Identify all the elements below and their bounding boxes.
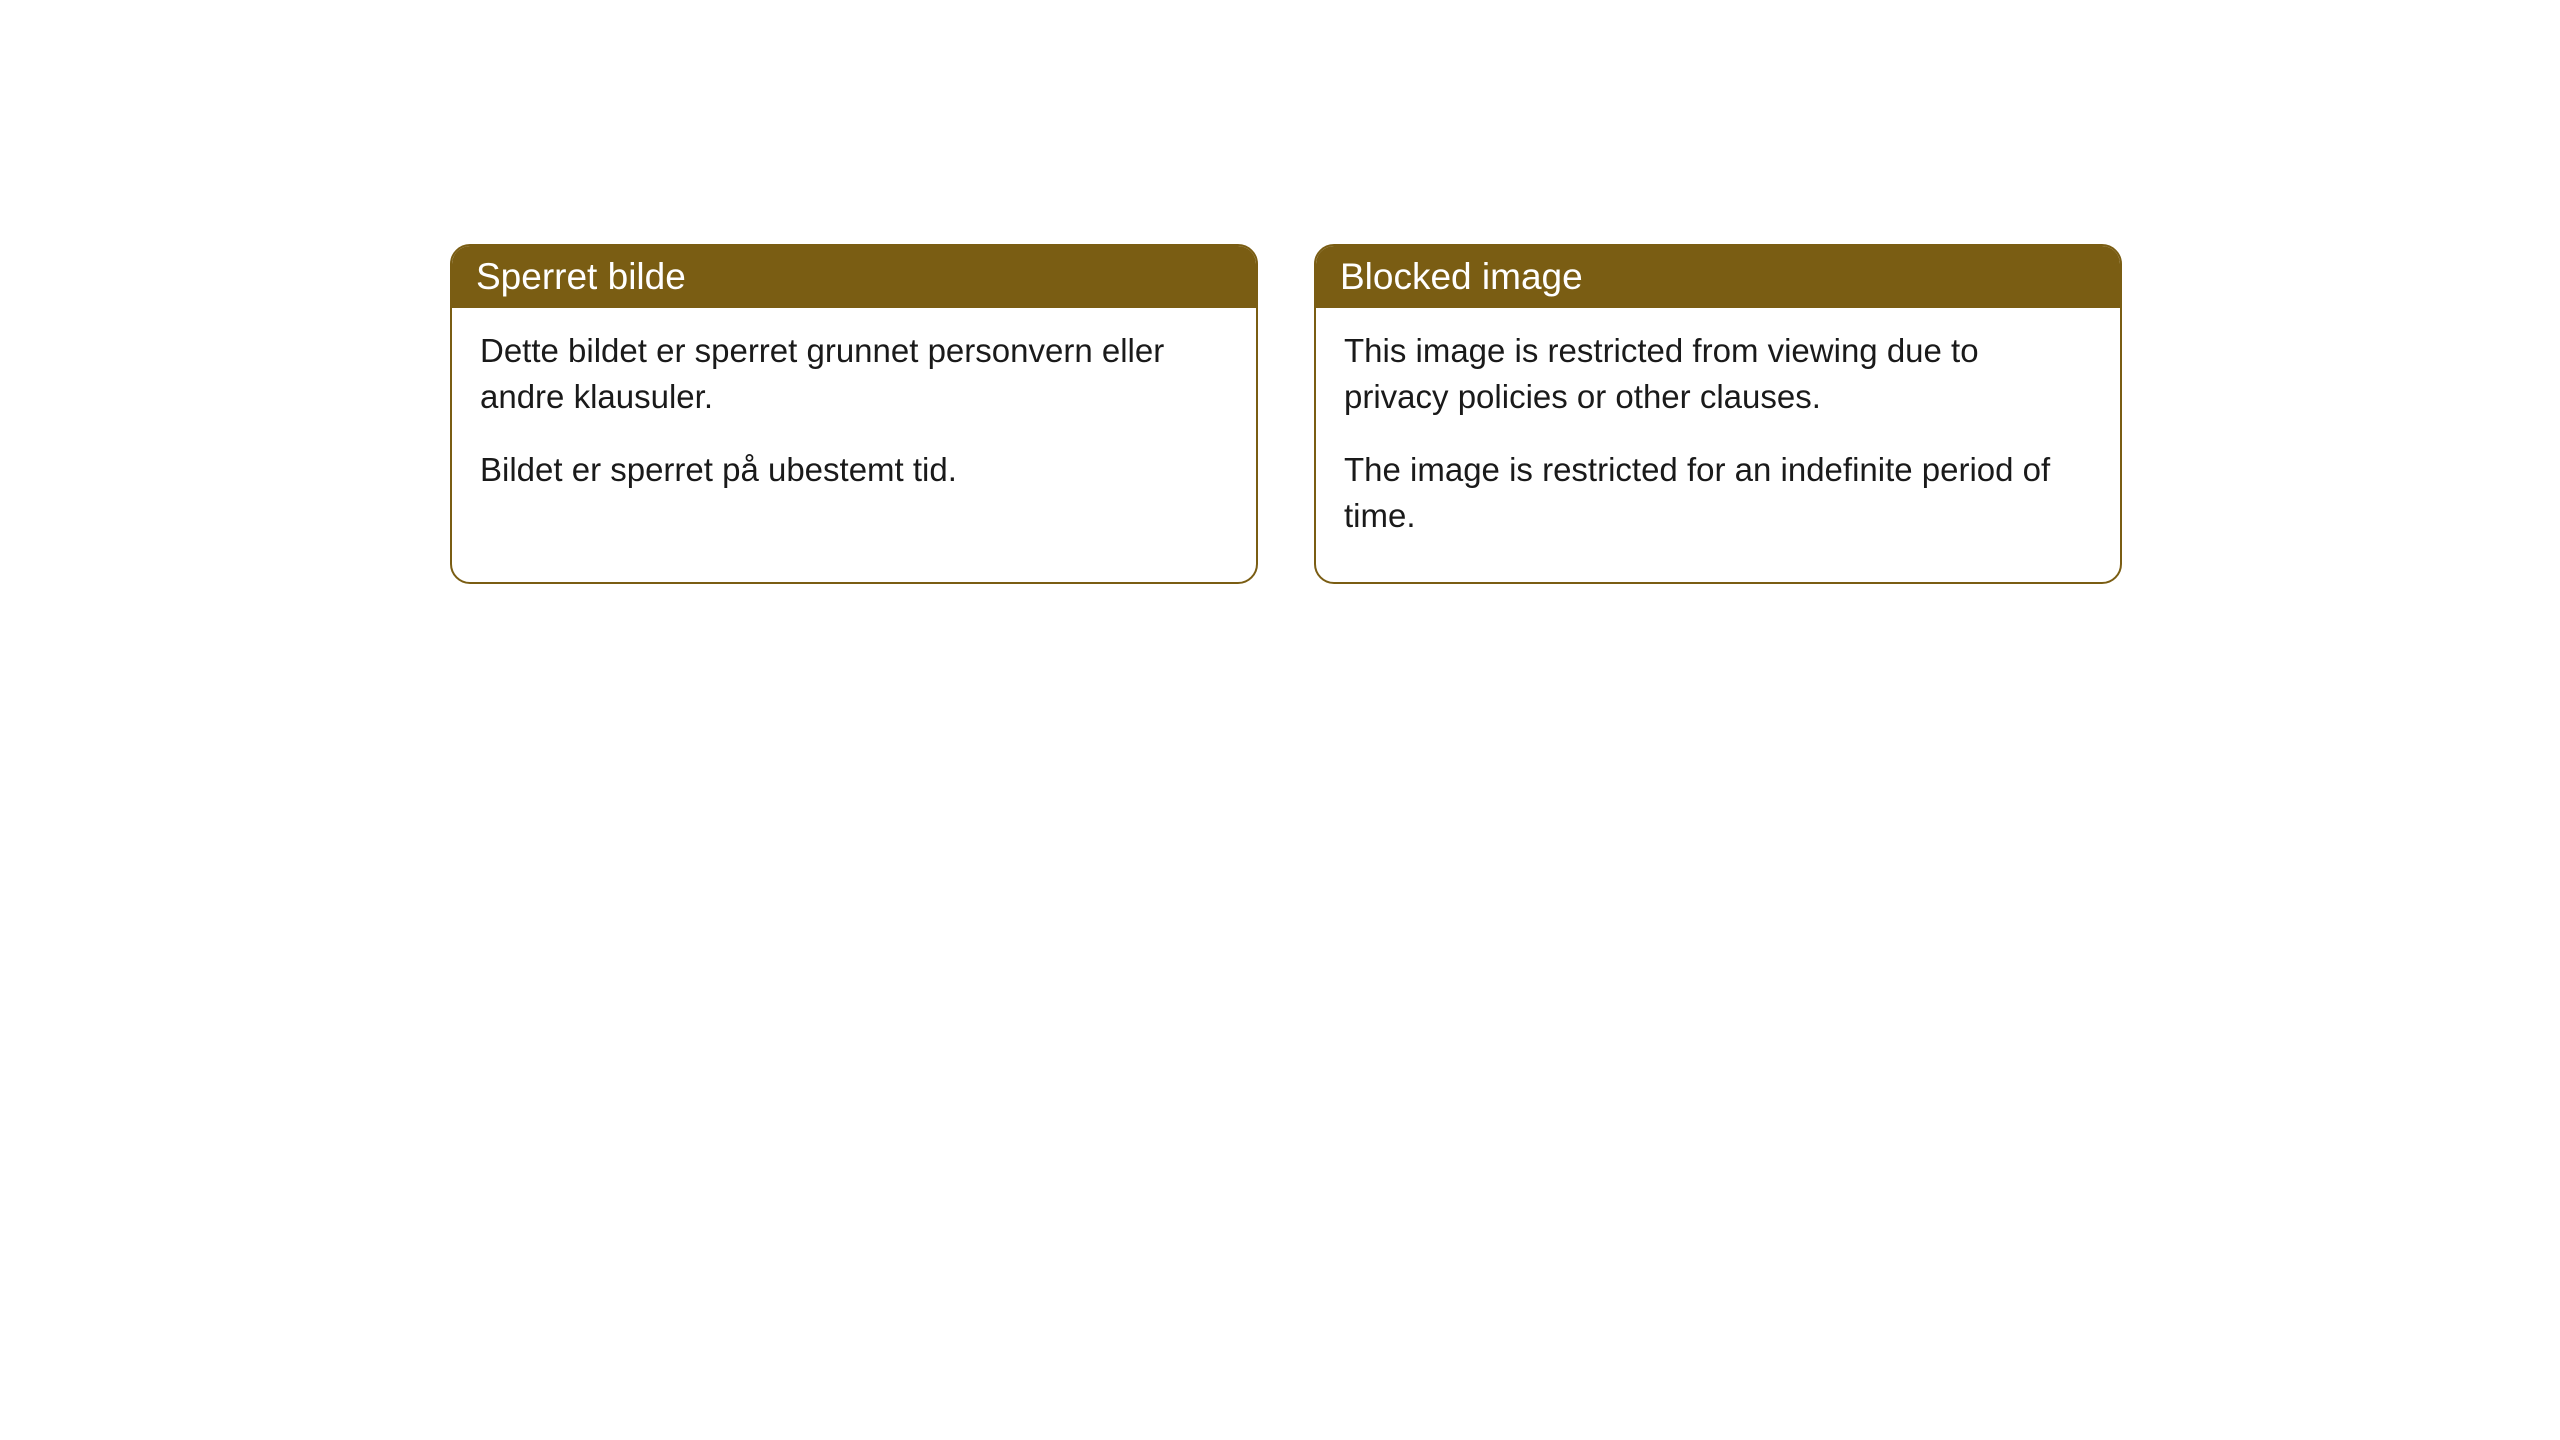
card-header-norwegian: Sperret bilde [452, 246, 1256, 308]
card-title: Sperret bilde [476, 256, 686, 297]
card-paragraph: This image is restricted from viewing du… [1344, 328, 2092, 419]
card-paragraph: The image is restricted for an indefinit… [1344, 447, 2092, 538]
notice-card-english: Blocked image This image is restricted f… [1314, 244, 2122, 584]
notice-cards-container: Sperret bilde Dette bildet er sperret gr… [450, 244, 2122, 584]
card-title: Blocked image [1340, 256, 1583, 297]
card-header-english: Blocked image [1316, 246, 2120, 308]
card-paragraph: Bildet er sperret på ubestemt tid. [480, 447, 1228, 493]
notice-card-norwegian: Sperret bilde Dette bildet er sperret gr… [450, 244, 1258, 584]
card-body-english: This image is restricted from viewing du… [1316, 308, 2120, 582]
card-body-norwegian: Dette bildet er sperret grunnet personve… [452, 308, 1256, 537]
card-paragraph: Dette bildet er sperret grunnet personve… [480, 328, 1228, 419]
